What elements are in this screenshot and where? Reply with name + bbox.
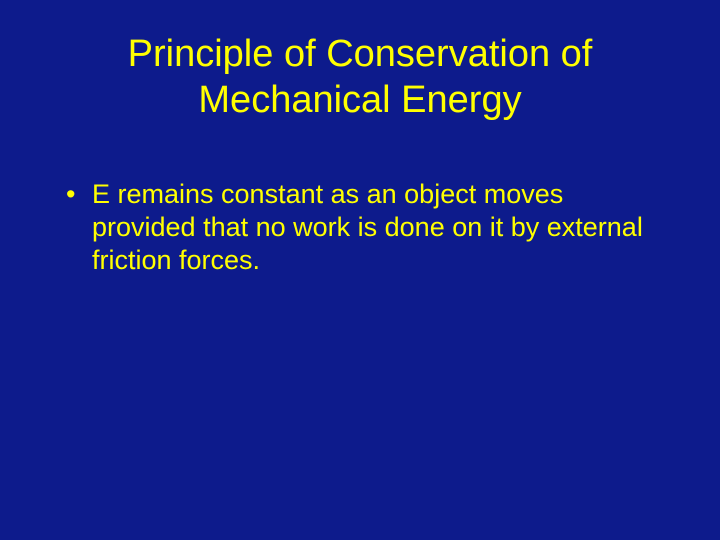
slide-container: Principle of Conservation of Mechanical …: [0, 0, 720, 540]
title-line-2: Mechanical Energy: [198, 79, 521, 121]
bullet-item: E remains constant as an object moves pr…: [60, 178, 670, 277]
title-line-1: Principle of Conservation of: [128, 33, 593, 75]
bullet-text: E remains constant as an object moves pr…: [92, 179, 643, 275]
bullet-list: E remains constant as an object moves pr…: [50, 178, 670, 277]
slide-title: Principle of Conservation of Mechanical …: [50, 32, 670, 123]
